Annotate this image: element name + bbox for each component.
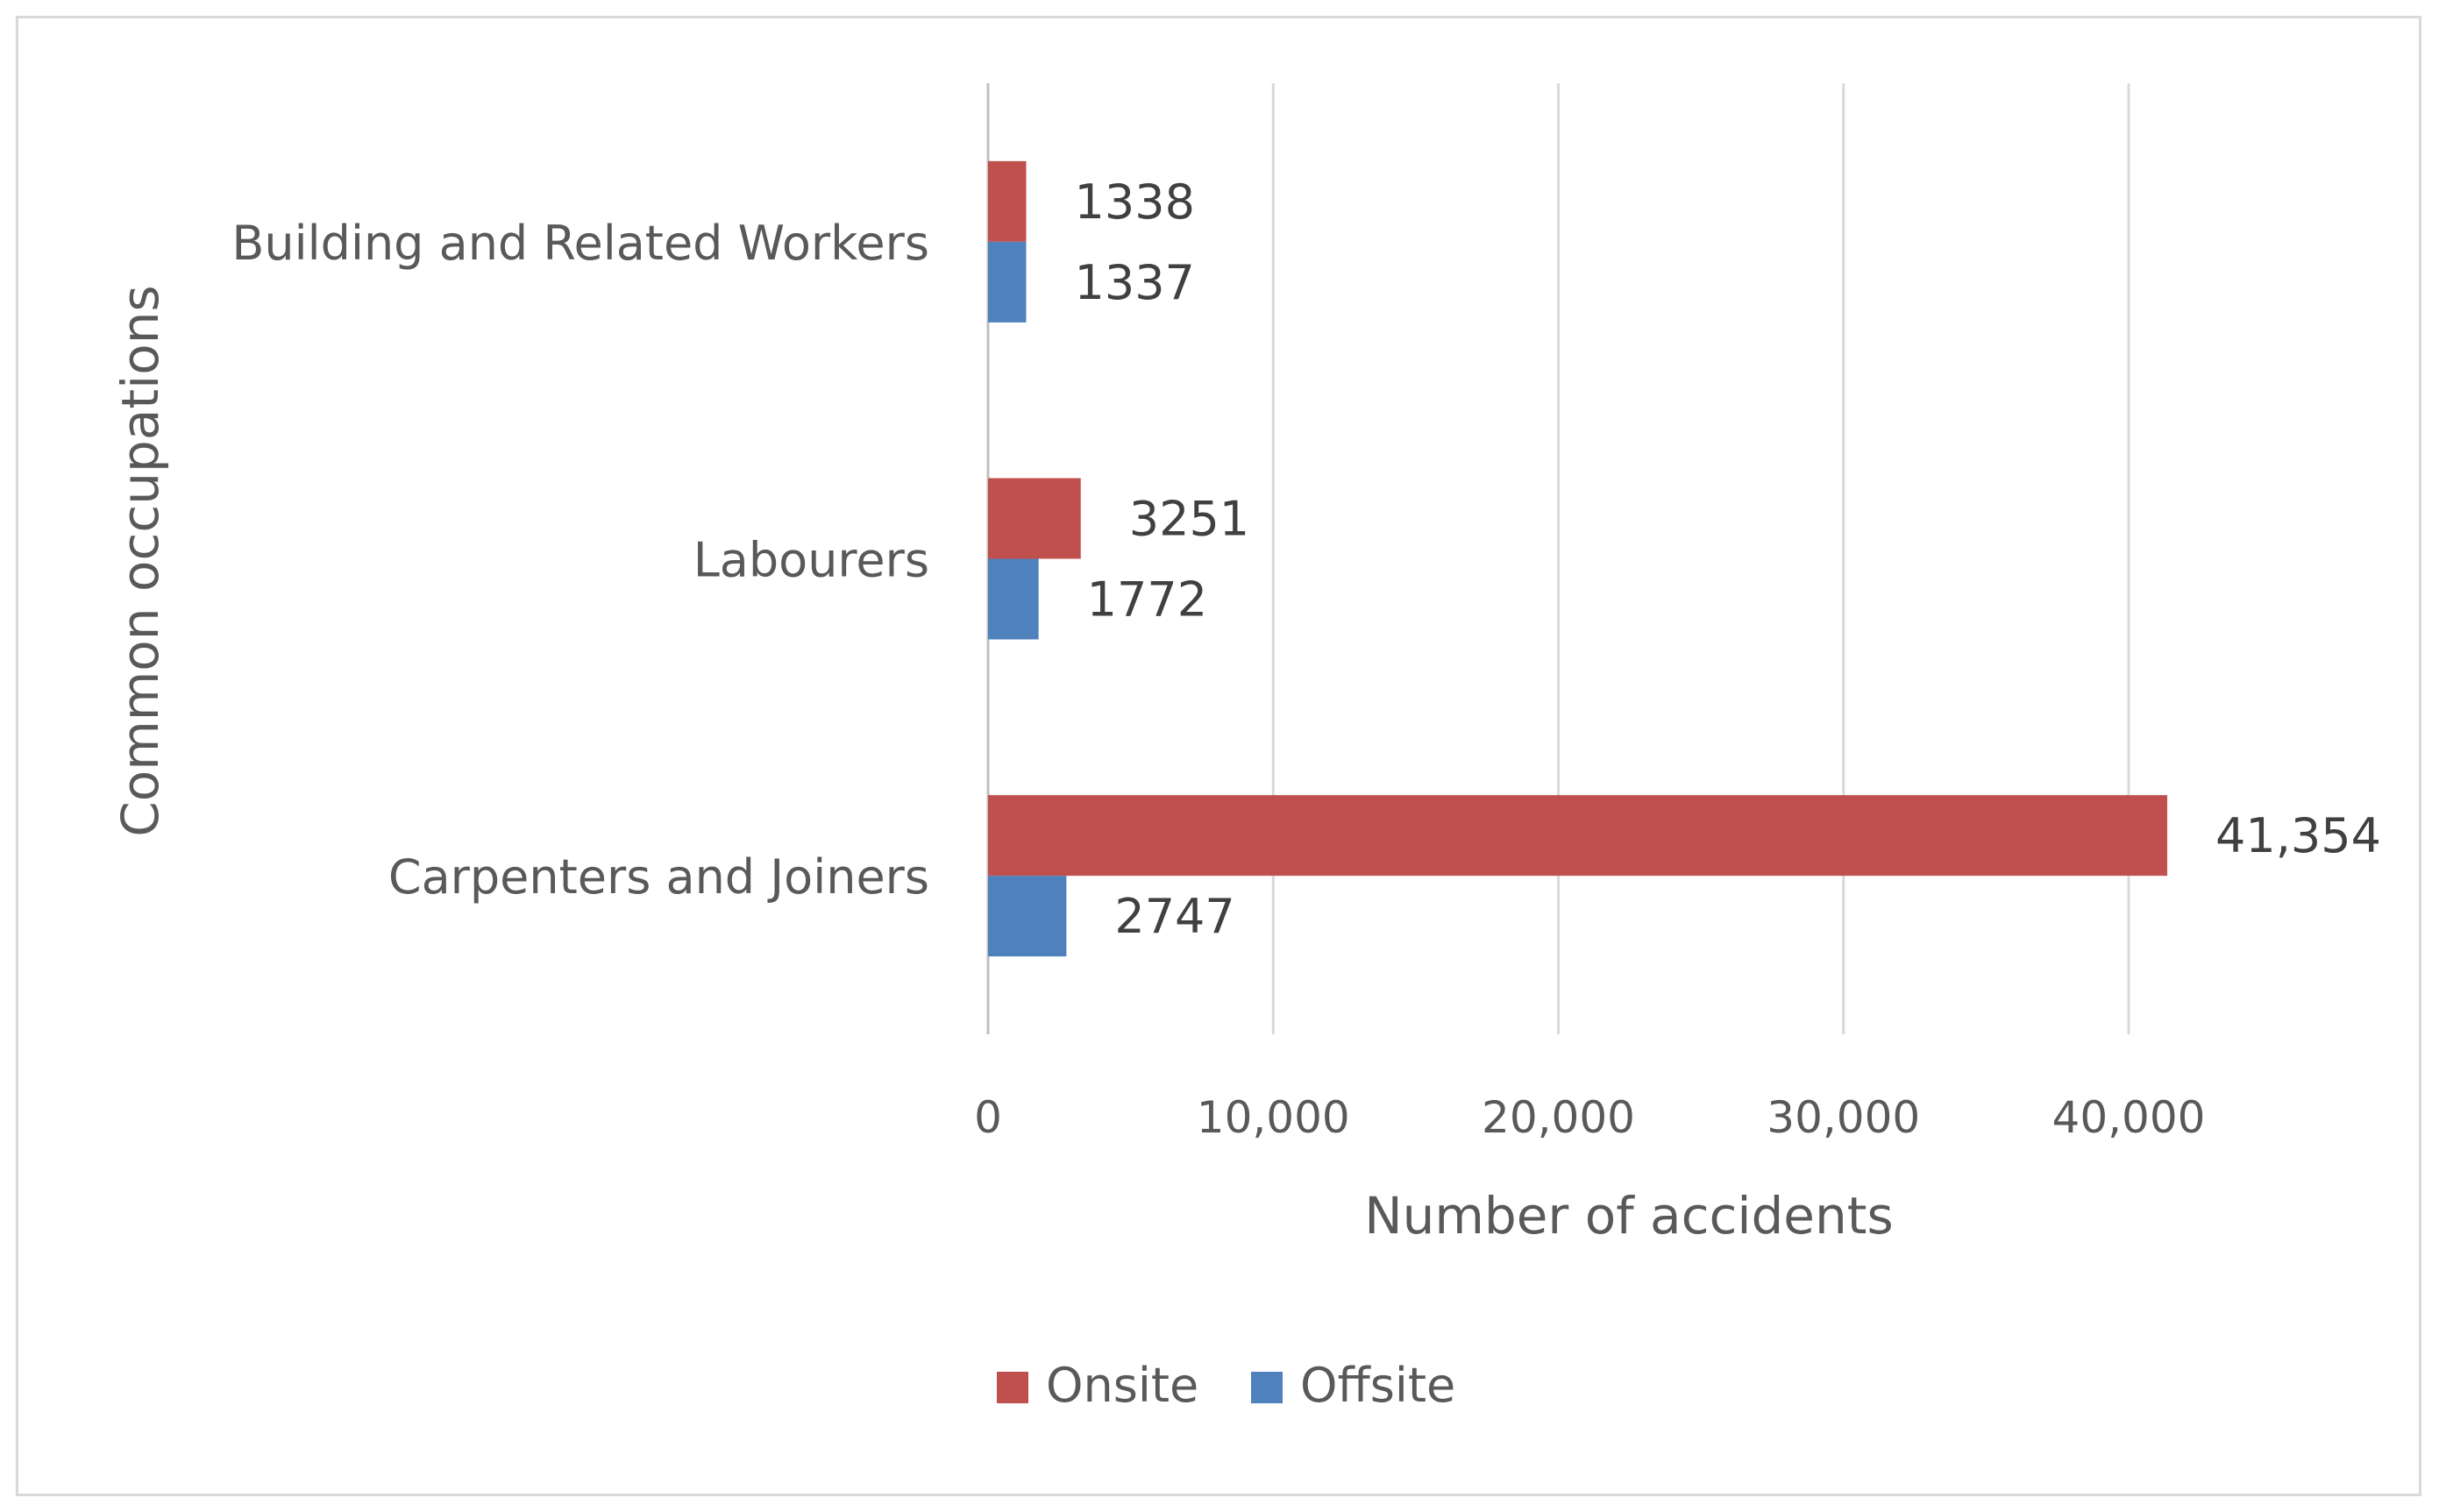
x-tick-label: 40,000 [2052,1092,2206,1143]
category-label: Carpenters and Joiners [388,849,929,905]
x-tick-label: 0 [974,1092,1002,1143]
bar-onsite [988,478,1081,559]
data-label: 3251 [1129,492,1249,547]
data-label: 41,354 [2215,808,2381,863]
bar-offsite [988,241,1027,323]
x-tick-label: 30,000 [1767,1092,1920,1143]
data-label: 2747 [1114,889,1234,944]
bar-offsite [988,876,1067,957]
legend-label-offsite: Offsite [1300,1358,1455,1413]
bar-onsite [988,795,2168,877]
legend: Onsite Offsite [997,1358,1455,1413]
x-tick-label: 10,000 [1197,1092,1350,1143]
data-label: 1772 [1087,572,1207,628]
x-axis-ticks: 0 10,000 20,000 30,000 40,000 [974,1092,2205,1143]
x-axis-title: Number of accidents [1364,1186,1893,1246]
chart-frame [16,16,2421,1496]
x-tick-label: 20,000 [1482,1092,1635,1143]
legend-swatch-offsite [1251,1372,1283,1403]
bar-offsite [988,558,1039,640]
y-axis-title: Common occupations [110,285,170,836]
legend-swatch-onsite [997,1372,1028,1403]
y-axis-categories: Building and Related Workers Labourers Car… [231,216,929,905]
legend-label-onsite: Onsite [1046,1358,1198,1413]
category-label: Building and Related Workers [231,216,929,271]
data-label: 1338 [1075,174,1195,230]
category-label: Labourers [693,533,929,588]
data-label: 1337 [1074,255,1194,310]
data-labels: 1338 1337 3251 1772 41,354 2747 [1074,174,2381,944]
bar-onsite [988,160,1027,242]
bars [988,160,2168,957]
